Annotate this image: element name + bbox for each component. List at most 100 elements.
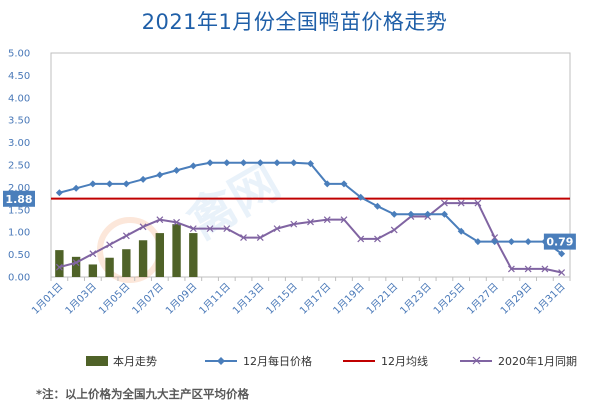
x-tick-label: 1月05日 bbox=[96, 281, 132, 317]
daily-point bbox=[558, 250, 566, 258]
bar bbox=[105, 257, 114, 277]
last-year-point bbox=[441, 199, 448, 207]
last-year-line bbox=[59, 202, 562, 274]
daily-point bbox=[139, 175, 147, 183]
last-year-point bbox=[139, 223, 147, 231]
daily-point bbox=[357, 193, 365, 201]
x-tick-label: 1月13日 bbox=[230, 281, 266, 317]
last-year-point bbox=[541, 265, 549, 273]
y-tick-label: 4.50 bbox=[8, 71, 30, 82]
last-year-point bbox=[256, 234, 264, 242]
legend-marker-daily bbox=[217, 357, 225, 365]
y-tick-label: 2.50 bbox=[8, 161, 30, 172]
daily-point bbox=[390, 210, 398, 218]
plot-area bbox=[50, 52, 571, 278]
x-tick-label: 1月01日 bbox=[29, 281, 65, 317]
bar bbox=[71, 256, 81, 277]
daily-line bbox=[59, 161, 563, 255]
last-year-point bbox=[524, 265, 532, 273]
daily-point bbox=[491, 238, 499, 246]
daily-point bbox=[407, 210, 415, 218]
daily-point bbox=[524, 238, 532, 246]
last-year-point bbox=[273, 225, 281, 233]
legend-swatch-bars bbox=[86, 356, 108, 366]
y-tick-label: 2.00 bbox=[8, 183, 30, 194]
daily-point bbox=[424, 210, 432, 218]
y-tick-label: 0.50 bbox=[8, 250, 30, 261]
daily-point bbox=[206, 159, 214, 167]
daily-point bbox=[173, 166, 181, 174]
bar bbox=[55, 250, 64, 277]
legend-label-daily: 12月每日价格 bbox=[243, 354, 312, 368]
legend-label-average: 12月均线 bbox=[381, 354, 428, 368]
daily-point bbox=[106, 180, 114, 188]
x-tick-label: 1月09日 bbox=[163, 281, 199, 317]
daily-point bbox=[55, 189, 63, 197]
last-year-point bbox=[89, 250, 97, 258]
daily-point bbox=[340, 180, 348, 188]
y-tick-label: 4.00 bbox=[8, 93, 30, 104]
legend-label-bars: 本月走势 bbox=[113, 354, 157, 368]
last-year-point bbox=[323, 216, 331, 224]
last-year-point bbox=[307, 218, 314, 226]
daily-point bbox=[273, 159, 281, 167]
legend-marker-last-year bbox=[472, 356, 481, 365]
last-year-point bbox=[357, 235, 365, 243]
bar bbox=[155, 233, 165, 277]
last-year-point bbox=[240, 234, 247, 242]
daily-point bbox=[290, 159, 298, 167]
chart-title: 2021年1月份全国鸭苗价格走势 bbox=[141, 10, 448, 34]
footnote: *注：以上价格为全国九大主产区平均价格 bbox=[36, 387, 250, 401]
daily-point bbox=[323, 180, 331, 188]
x-tick-label: 1月23日 bbox=[398, 281, 434, 317]
x-tick-label: 1月17日 bbox=[297, 281, 333, 317]
x-tick-label: 1月31日 bbox=[532, 281, 568, 317]
first-daily-label-box bbox=[3, 190, 35, 207]
daily-point bbox=[256, 159, 264, 167]
last-year-point bbox=[189, 225, 197, 233]
last-year-point bbox=[173, 218, 180, 226]
y-tick-label: 5.00 bbox=[8, 49, 30, 60]
last-year-point bbox=[72, 259, 80, 267]
last-year-point bbox=[206, 225, 214, 233]
last-daily-label: 0.79 bbox=[546, 236, 573, 249]
daily-point bbox=[156, 171, 164, 179]
x-tick-label: 1月25日 bbox=[431, 281, 467, 317]
daily-point bbox=[189, 162, 197, 170]
bar bbox=[189, 233, 198, 277]
last-year-point bbox=[290, 220, 298, 228]
y-tick-label: 3.00 bbox=[8, 138, 30, 149]
bar bbox=[122, 249, 131, 277]
last-year-point bbox=[340, 216, 348, 224]
last-year-point bbox=[558, 269, 566, 276]
first-daily-label: 1.88 bbox=[5, 193, 32, 206]
daily-point bbox=[307, 160, 314, 168]
daily-point bbox=[122, 180, 130, 188]
daily-point bbox=[457, 227, 465, 235]
last-year-point bbox=[156, 216, 164, 224]
bar bbox=[88, 264, 98, 277]
last-year-point bbox=[390, 226, 398, 234]
y-tick-label: 0.00 bbox=[8, 273, 30, 284]
bar bbox=[172, 224, 181, 277]
daily-point bbox=[373, 202, 381, 210]
y-tick-label: 1.50 bbox=[8, 205, 30, 216]
daily-point bbox=[507, 238, 515, 246]
x-tick-label: 1月03日 bbox=[63, 281, 99, 317]
daily-point bbox=[440, 210, 448, 218]
daily-point bbox=[240, 159, 248, 167]
last-year-point bbox=[55, 263, 63, 271]
last-year-point bbox=[491, 234, 499, 242]
last-daily-label-box bbox=[543, 233, 576, 250]
y-tick-label: 3.50 bbox=[8, 116, 30, 127]
bar bbox=[138, 240, 148, 277]
daily-point bbox=[72, 184, 80, 192]
x-tick-label: 1月11日 bbox=[197, 281, 233, 317]
x-tick-label: 1月21日 bbox=[364, 281, 400, 317]
daily-point bbox=[89, 180, 97, 188]
x-tick-label: 1月27日 bbox=[465, 281, 501, 317]
last-year-point bbox=[374, 235, 381, 243]
x-tick-label: 1月29日 bbox=[498, 281, 534, 317]
